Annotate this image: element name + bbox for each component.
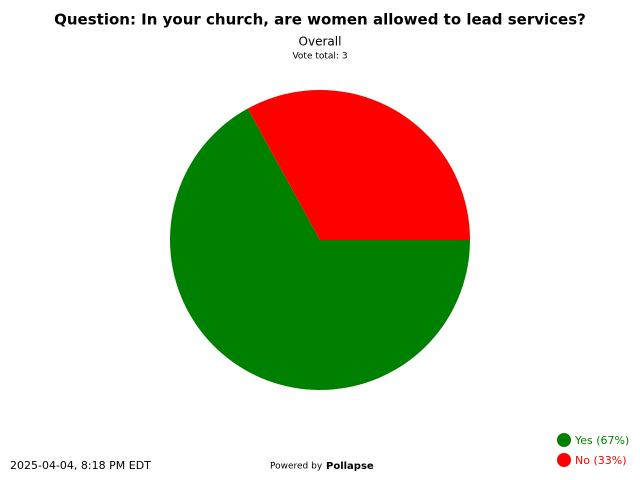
powered-by: Powered by [270, 462, 323, 472]
brand: Pollapse [326, 461, 374, 472]
legend-icon [557, 433, 571, 447]
chart-subtitle: Overall [299, 35, 342, 49]
legend-label: No (33%) [575, 454, 627, 467]
pie-slice [247, 90, 470, 240]
legend-icon [557, 453, 571, 467]
chart-title: Question: In your church, are women allo… [54, 11, 586, 29]
pie-slice [170, 108, 471, 390]
timestamp: 2025-04-04, 8:18 PM EDT [10, 459, 151, 472]
legend-label: Yes (67%) [574, 434, 629, 447]
vote-total: Vote total: 3 [292, 52, 347, 62]
